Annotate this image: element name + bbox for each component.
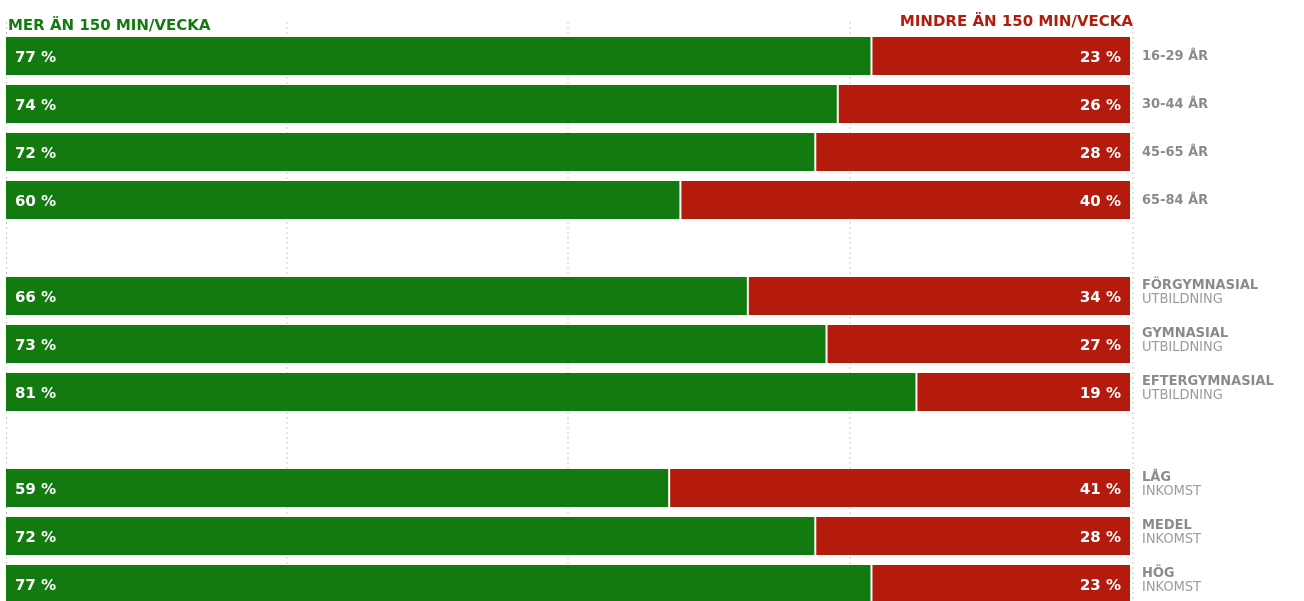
value-label-more: 74 % [15,96,56,114]
bar-less [872,565,1130,601]
value-label-more: 81 % [15,384,56,402]
bar-less [816,133,1130,171]
bar-more [6,277,747,315]
value-label-more: 72 % [15,528,56,546]
bar-more [6,469,669,507]
bar-more [6,85,837,123]
bar-more [6,373,916,411]
value-label-less: 41 % [1080,480,1121,498]
value-label-less: 19 % [1080,384,1121,402]
category-sublabel: UTBILDNING [1142,388,1223,403]
category-label: HÖG [1142,565,1175,581]
category-sublabel: INKOMST [1142,484,1201,499]
value-label-less: 26 % [1080,96,1121,114]
category-label: 45-65 ÅR [1142,144,1208,160]
legend-less-than-150: MINDRE ÄN 150 MIN/VECKA [900,11,1133,30]
bar-more [6,517,815,555]
category-label: 16-29 ÅR [1142,48,1208,64]
bar-less [827,325,1130,363]
value-label-less: 28 % [1080,144,1121,162]
value-label-more: 59 % [15,480,56,498]
category-labels: 16-29 ÅR 30-44 ÅR 45-65 ÅR 65-84 ÅR FÖRGYMNA… [1142,48,1274,595]
value-label-more: 66 % [15,288,56,306]
bar-more [6,325,826,363]
value-label-more: 73 % [15,336,56,354]
category-label: GYMNASIAL [1142,326,1228,341]
value-label-more: 72 % [15,144,56,162]
category-label: 65-84 ÅR [1142,192,1208,208]
value-label-less: 27 % [1080,336,1121,354]
legend-more-than-150: MER ÄN 150 MIN/VECKA [8,15,211,34]
category-sublabel: INKOMST [1142,532,1201,547]
category-label: EFTERGYMNASIAL [1142,374,1274,389]
bar-less [670,469,1130,507]
value-label-less: 28 % [1080,528,1121,546]
value-label-less: 34 % [1080,288,1121,306]
category-label: LÅG [1142,469,1171,485]
bar-less [872,37,1130,75]
value-label-less: 23 % [1080,576,1121,594]
bar-more [6,565,871,601]
value-label-more: 60 % [15,192,56,210]
category-sublabel: UTBILDNING [1142,340,1223,355]
bar-less [681,181,1130,219]
category-sublabel: UTBILDNING [1142,292,1223,307]
value-label-less: 40 % [1080,192,1121,210]
bar-less [748,277,1130,315]
bars: 77 % 23 % 74 % 26 % 72 % 28 % 60 % 40 % 66 % 34 %… [6,37,1130,601]
bar-less [816,517,1130,555]
value-label-more: 77 % [15,48,56,66]
bar-less [917,373,1130,411]
category-label: FÖRGYMNASIAL [1142,277,1258,293]
category-sublabel: INKOMST [1142,580,1201,595]
category-label: MEDEL [1142,518,1192,533]
bar-more [6,37,871,75]
value-label-less: 23 % [1080,48,1121,66]
value-label-more: 77 % [15,576,56,594]
category-label: 30-44 ÅR [1142,96,1208,112]
bar-less [838,85,1130,123]
bar-more [6,133,815,171]
bar-more [6,181,680,219]
